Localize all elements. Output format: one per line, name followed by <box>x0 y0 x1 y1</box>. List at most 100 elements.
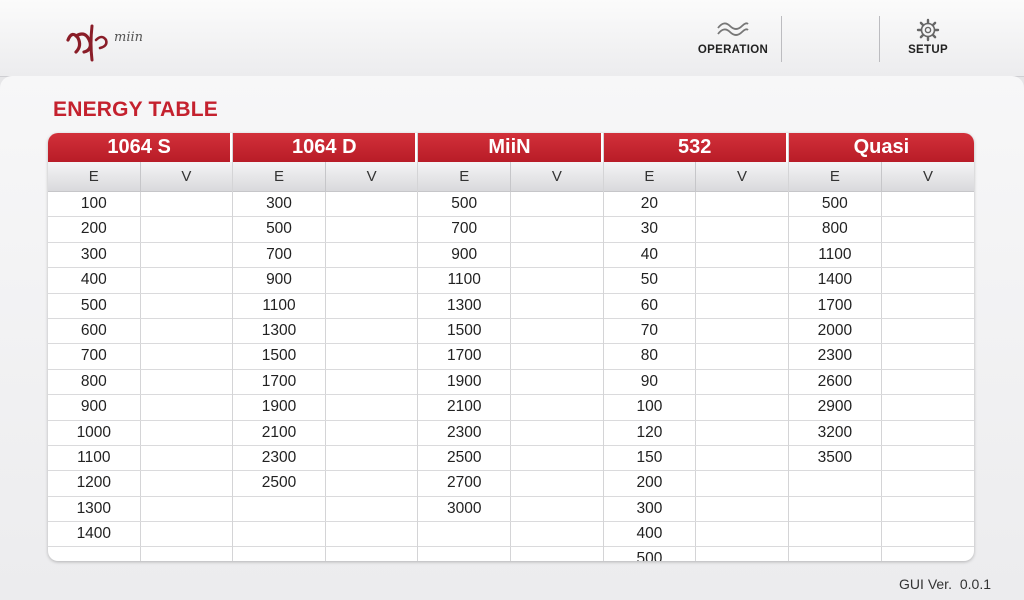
voltage-cell[interactable] <box>882 294 974 318</box>
energy-column-header: E <box>604 162 697 191</box>
voltage-cell[interactable] <box>696 319 788 343</box>
operation-button[interactable]: OPERATION <box>678 12 788 64</box>
voltage-cell[interactable] <box>326 370 418 394</box>
voltage-cell[interactable] <box>696 217 788 241</box>
voltage-cell[interactable] <box>882 421 974 445</box>
energy-cell: 1100 <box>789 242 882 268</box>
voltage-cell[interactable] <box>511 344 603 368</box>
voltage-cell[interactable] <box>326 421 418 445</box>
table-row: 400 <box>48 268 233 294</box>
voltage-cell[interactable] <box>511 268 603 292</box>
energy-cell: 2300 <box>233 445 326 471</box>
voltage-cell[interactable] <box>696 446 788 470</box>
voltage-cell[interactable] <box>696 547 788 561</box>
voltage-cell[interactable] <box>141 446 233 470</box>
voltage-cell[interactable] <box>511 192 603 216</box>
setup-button[interactable]: SETUP <box>873 12 983 64</box>
voltage-cell[interactable] <box>326 294 418 318</box>
voltage-cell[interactable] <box>696 294 788 318</box>
voltage-column-header: V <box>181 168 192 185</box>
voltage-cell[interactable] <box>326 319 418 343</box>
voltage-cell[interactable] <box>326 446 418 470</box>
voltage-cell[interactable] <box>511 421 603 445</box>
energy-cell: 2100 <box>418 395 512 420</box>
voltage-cell[interactable] <box>696 421 788 445</box>
voltage-cell[interactable] <box>141 319 233 343</box>
voltage-cell[interactable] <box>882 243 974 267</box>
voltage-cell[interactable] <box>141 497 233 521</box>
energy-cell: 400 <box>604 522 697 547</box>
voltage-cell[interactable] <box>511 522 603 546</box>
voltage-cell[interactable] <box>326 192 418 216</box>
voltage-cell[interactable] <box>882 268 974 292</box>
voltage-cell[interactable] <box>511 217 603 241</box>
voltage-column-header: V <box>551 168 562 185</box>
voltage-cell[interactable] <box>511 319 603 343</box>
voltage-cell[interactable] <box>882 547 974 561</box>
voltage-cell[interactable] <box>326 344 418 368</box>
voltage-cell[interactable] <box>326 522 418 546</box>
voltage-cell[interactable] <box>696 522 788 546</box>
voltage-cell[interactable] <box>882 192 974 216</box>
voltage-cell[interactable] <box>882 344 974 368</box>
voltage-cell[interactable] <box>511 370 603 394</box>
voltage-cell[interactable] <box>882 217 974 241</box>
voltage-cell[interactable] <box>882 319 974 343</box>
energy-cell: 500 <box>418 192 512 217</box>
voltage-cell[interactable] <box>882 446 974 470</box>
energy-column-header: E <box>48 162 141 191</box>
voltage-cell[interactable] <box>141 421 233 445</box>
voltage-cell[interactable] <box>882 370 974 394</box>
voltage-cell[interactable] <box>141 395 233 419</box>
voltage-cell[interactable] <box>882 471 974 495</box>
table-row: 3000 <box>418 496 603 523</box>
energy-cell <box>789 547 882 561</box>
voltage-cell[interactable] <box>141 344 233 368</box>
voltage-cell[interactable] <box>511 294 603 318</box>
voltage-cell[interactable] <box>696 471 788 495</box>
voltage-cell[interactable] <box>326 243 418 267</box>
voltage-cell[interactable] <box>511 547 603 561</box>
voltage-cell[interactable] <box>326 547 418 561</box>
voltage-cell[interactable] <box>696 268 788 292</box>
voltage-cell[interactable] <box>326 268 418 292</box>
voltage-cell[interactable] <box>141 547 233 561</box>
voltage-cell[interactable] <box>511 446 603 470</box>
voltage-cell[interactable] <box>141 243 233 267</box>
voltage-cell[interactable] <box>696 243 788 267</box>
table-row: 60 <box>603 293 788 319</box>
voltage-cell[interactable] <box>141 370 233 394</box>
voltage-cell[interactable] <box>696 344 788 368</box>
voltage-cell[interactable] <box>326 497 418 521</box>
voltage-cell[interactable] <box>511 497 603 521</box>
voltage-cell[interactable] <box>326 471 418 495</box>
voltage-cell[interactable] <box>696 395 788 419</box>
voltage-cell[interactable] <box>326 217 418 241</box>
energy-cell: 700 <box>233 242 326 268</box>
brand-logo <box>62 18 172 66</box>
voltage-cell[interactable] <box>141 471 233 495</box>
voltage-cell[interactable] <box>141 522 233 546</box>
voltage-cell[interactable] <box>326 395 418 419</box>
voltage-cell[interactable] <box>511 243 603 267</box>
voltage-cell[interactable] <box>696 497 788 521</box>
voltage-cell[interactable] <box>141 268 233 292</box>
voltage-cell[interactable] <box>696 192 788 216</box>
voltage-cell[interactable] <box>141 294 233 318</box>
voltage-cell[interactable] <box>882 522 974 546</box>
energy-cell: 300 <box>604 496 697 522</box>
table-row: 1100 <box>233 293 418 319</box>
energy-cell: 1900 <box>418 369 512 395</box>
voltage-cell[interactable] <box>511 395 603 419</box>
voltage-cell[interactable] <box>882 395 974 419</box>
voltage-cell[interactable] <box>141 217 233 241</box>
version-label: GUI Ver. <box>899 576 952 592</box>
energy-cell: 400 <box>48 268 141 293</box>
voltage-cell[interactable] <box>882 497 974 521</box>
voltage-cell[interactable] <box>141 192 233 216</box>
energy-cell: 3200 <box>789 420 882 445</box>
energy-cell: 500 <box>789 192 882 217</box>
voltage-cell[interactable] <box>696 370 788 394</box>
voltage-cell[interactable] <box>511 471 603 495</box>
